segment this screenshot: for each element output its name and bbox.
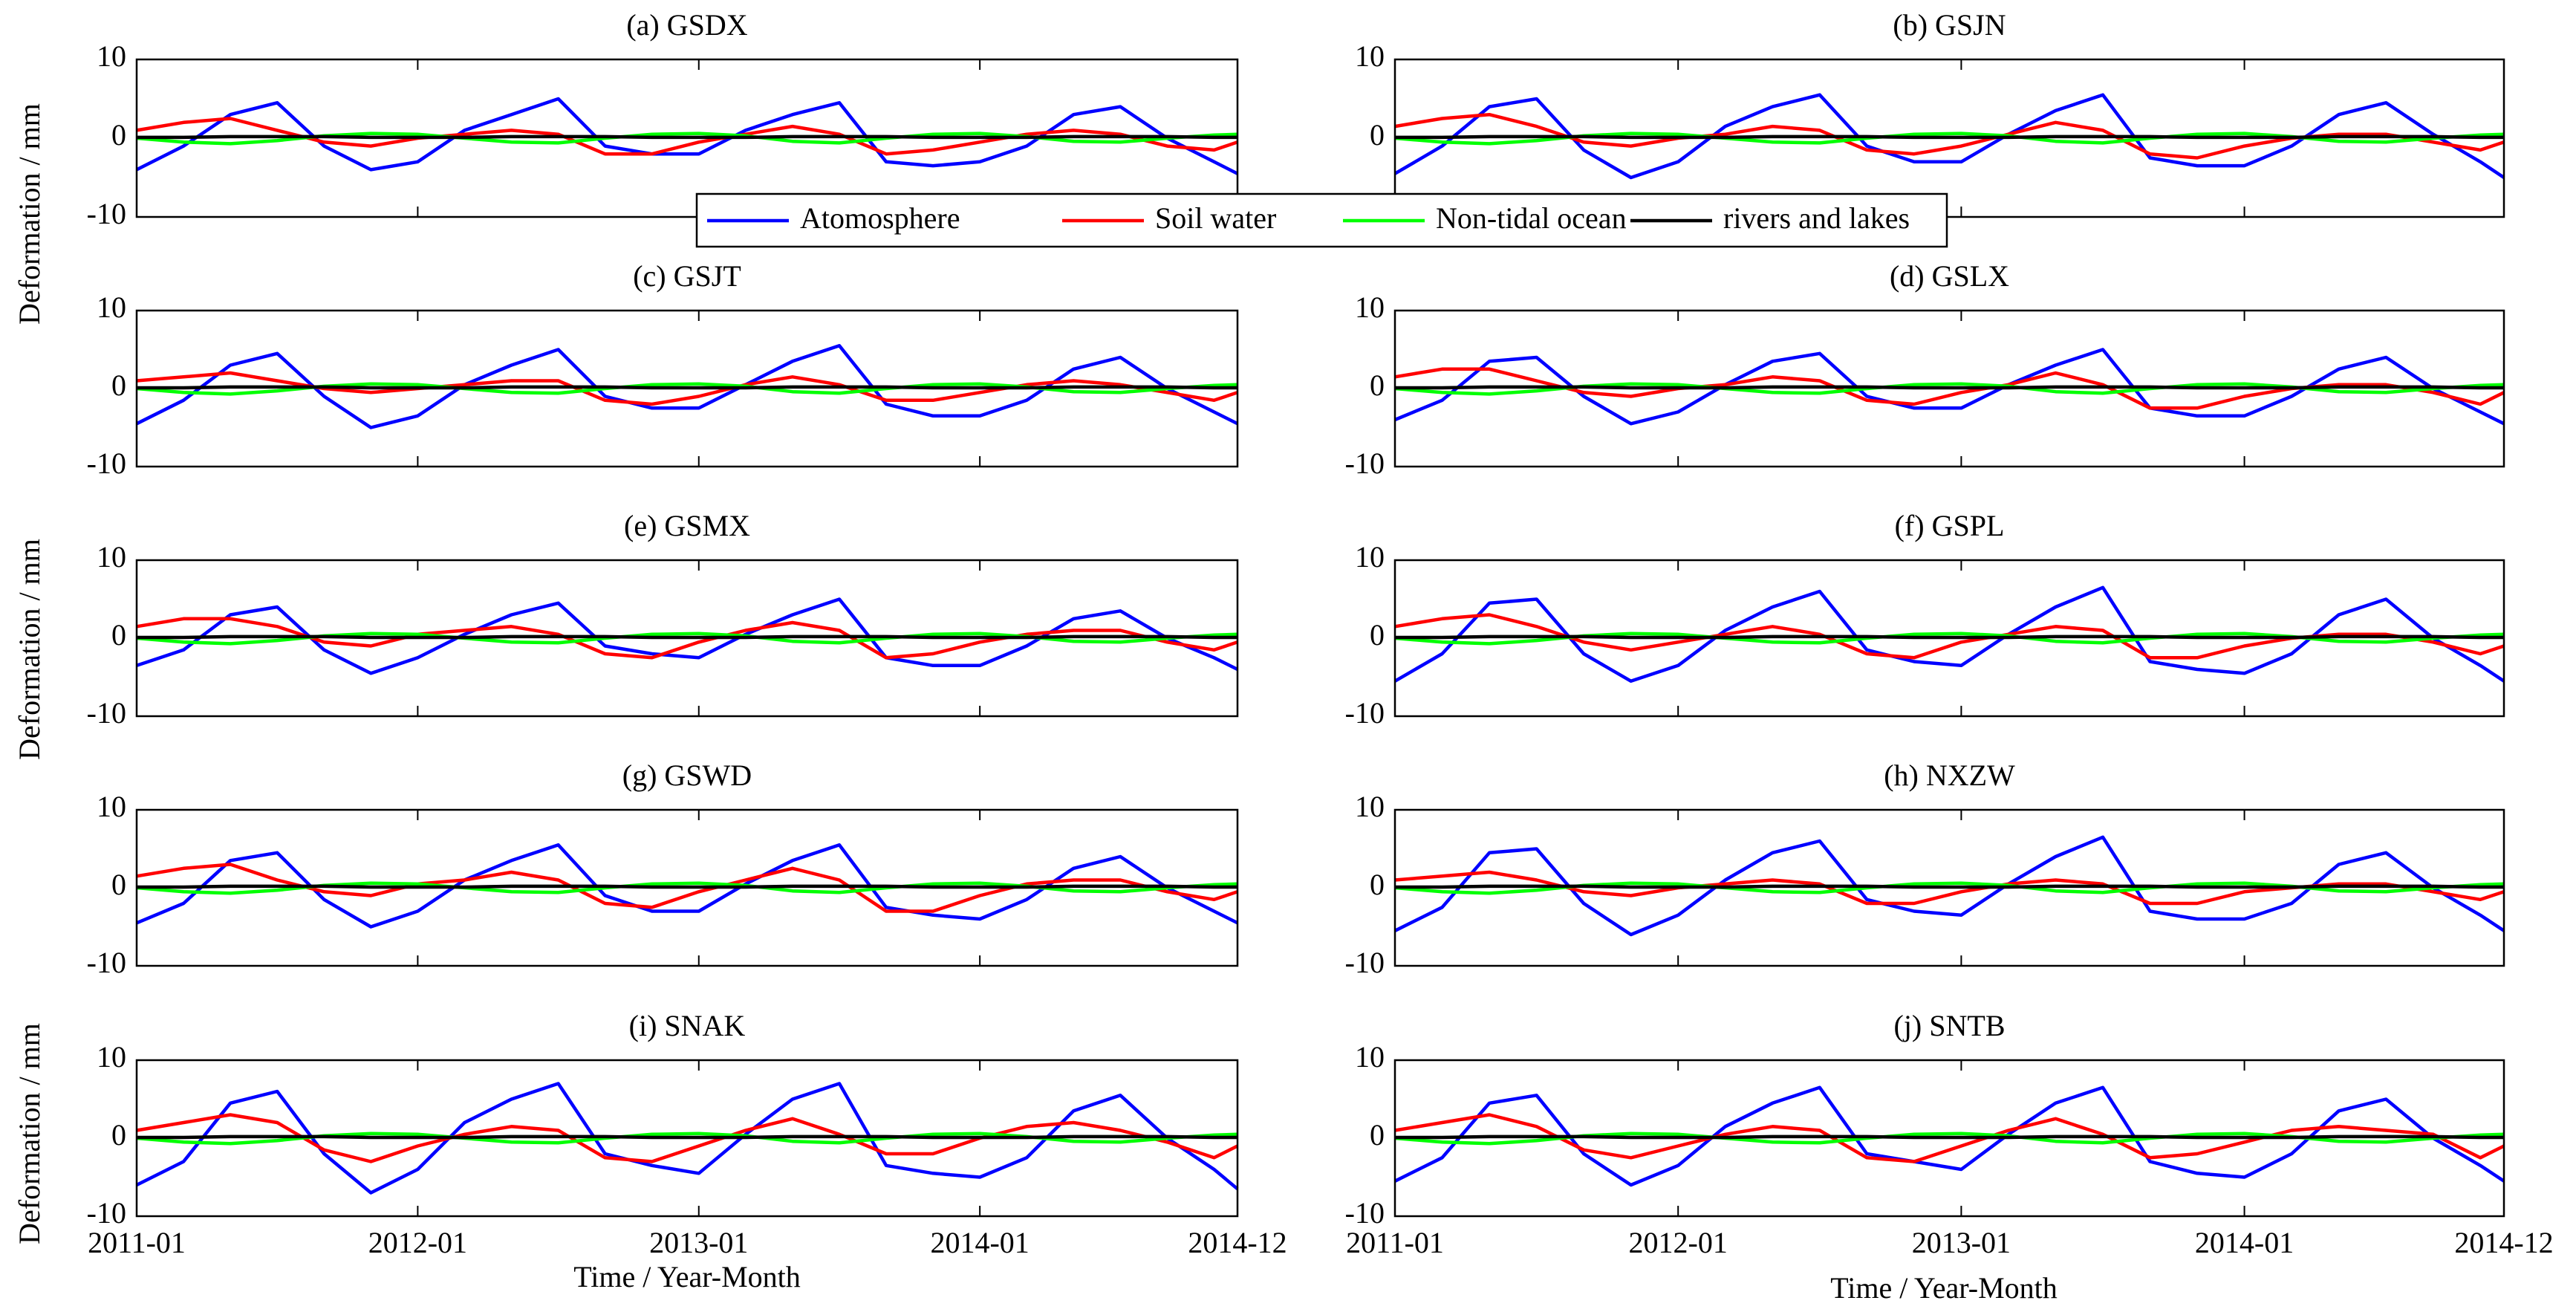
series-line bbox=[1394, 348, 2505, 426]
series-line bbox=[1394, 1113, 2505, 1163]
plot-frame bbox=[135, 559, 1239, 718]
y-tick-label: -10 bbox=[87, 447, 126, 480]
x-axis-label: Time / Year-Month bbox=[573, 1260, 801, 1293]
x-tick-label: 2014-12 bbox=[2454, 1226, 2553, 1259]
series-line bbox=[1395, 385, 2504, 390]
plot-frame bbox=[135, 808, 1239, 967]
y-tick-label: -10 bbox=[1345, 696, 1385, 730]
series-line bbox=[136, 617, 1238, 660]
series-line bbox=[137, 385, 1237, 390]
y-axis-label: Deformation / mm bbox=[13, 539, 46, 760]
series-line bbox=[135, 1082, 1239, 1195]
panel-title: (e) GSMX bbox=[624, 509, 750, 542]
panel-title: (j) SNTB bbox=[1894, 1009, 2006, 1042]
series-line bbox=[136, 1113, 1239, 1163]
y-tick-label: 10 bbox=[97, 790, 126, 823]
series-line bbox=[1394, 367, 2505, 410]
x-tick-label: 2014-01 bbox=[2195, 1226, 2294, 1259]
x-tick-label: 2012-01 bbox=[1629, 1226, 1728, 1259]
panel-title: (h) NXZW bbox=[1884, 759, 2015, 792]
plot-frame bbox=[1393, 309, 2505, 468]
legend-label: Non-tidal ocean bbox=[1436, 201, 1627, 235]
y-tick-label: 10 bbox=[97, 290, 126, 324]
y-tick-label: -10 bbox=[87, 197, 126, 230]
series-line bbox=[137, 884, 1237, 889]
legend-label: rivers and lakes bbox=[1723, 201, 1910, 235]
y-tick-label: 10 bbox=[1355, 39, 1385, 73]
legend: Atomosphere Soil water Non-tidal ocean rive… bbox=[695, 192, 1948, 248]
y-tick-label: 0 bbox=[1370, 368, 1385, 402]
x-tick-label: 2011-01 bbox=[88, 1226, 186, 1259]
y-tick-label: 0 bbox=[111, 368, 126, 402]
y-axis-label: Deformation / mm bbox=[13, 103, 46, 325]
y-tick-label: 0 bbox=[1370, 118, 1385, 152]
x-tick-label: 2011-01 bbox=[1346, 1226, 1444, 1259]
legend-label: Atomosphere bbox=[800, 201, 960, 235]
plot-frame bbox=[1393, 559, 2505, 718]
y-tick-label: 0 bbox=[1370, 1118, 1385, 1152]
plot-frame bbox=[135, 309, 1239, 468]
series-line bbox=[1395, 884, 2504, 889]
x-axis-label: Time / Year-Month bbox=[1830, 1271, 2058, 1305]
series-line bbox=[136, 117, 1238, 156]
y-tick-label: 0 bbox=[111, 618, 126, 652]
panel-title: (i) SNAK bbox=[629, 1009, 746, 1042]
series-line bbox=[136, 597, 1239, 675]
legend-box bbox=[695, 192, 1948, 248]
y-tick-label: 10 bbox=[97, 1040, 126, 1074]
y-tick-label: 0 bbox=[111, 1118, 126, 1152]
plot-frame bbox=[135, 1059, 1239, 1218]
y-tick-label: -10 bbox=[87, 1196, 126, 1230]
y-tick-label: 10 bbox=[97, 540, 126, 574]
y-axis-label: Deformation / mm bbox=[13, 1023, 46, 1244]
series-line bbox=[1394, 835, 2505, 937]
y-tick-label: -10 bbox=[1345, 1196, 1385, 1230]
series-line bbox=[136, 863, 1238, 913]
x-tick-label: 2014-12 bbox=[1188, 1226, 1287, 1259]
x-tick-label: 2013-01 bbox=[1912, 1226, 2011, 1259]
y-tick-label: 10 bbox=[97, 39, 126, 73]
y-tick-label: 10 bbox=[1355, 1040, 1385, 1074]
plot-frame bbox=[135, 58, 1239, 218]
series-line bbox=[136, 843, 1239, 929]
y-tick-label: 10 bbox=[1355, 290, 1385, 324]
y-tick-label: 10 bbox=[1355, 790, 1385, 823]
y-tick-label: -10 bbox=[87, 696, 126, 730]
y-tick-label: -10 bbox=[1345, 447, 1385, 480]
panel-title: (g) GSWD bbox=[622, 759, 752, 792]
panel-title: (d) GSLX bbox=[1890, 259, 2009, 293]
series-line bbox=[135, 344, 1239, 429]
plot-frame bbox=[1393, 1059, 2505, 1218]
series-line bbox=[1394, 1085, 2505, 1187]
panel-title: (a) GSDX bbox=[626, 8, 747, 42]
series-line bbox=[1393, 585, 2505, 684]
y-tick-label: 0 bbox=[1370, 868, 1385, 901]
x-tick-label: 2012-01 bbox=[368, 1226, 467, 1259]
series-line bbox=[135, 97, 1239, 175]
panel-title: (c) GSJT bbox=[633, 259, 741, 293]
panel-title: (b) GSJN bbox=[1893, 8, 2006, 42]
series-line bbox=[1394, 613, 2505, 660]
y-tick-label: -10 bbox=[87, 946, 126, 979]
plot-frame bbox=[1393, 58, 2505, 218]
y-tick-label: 0 bbox=[111, 868, 126, 901]
plot-frame bbox=[1393, 808, 2505, 967]
series-line bbox=[1394, 112, 2505, 160]
y-tick-label: -10 bbox=[1345, 946, 1385, 979]
legend-label: Soil water bbox=[1155, 201, 1276, 235]
y-tick-label: 0 bbox=[1370, 618, 1385, 652]
series-line bbox=[1393, 93, 2505, 180]
x-tick-label: 2014-01 bbox=[930, 1226, 1029, 1259]
panel-title: (f) GSPL bbox=[1895, 509, 2005, 542]
y-tick-label: 10 bbox=[1355, 540, 1385, 574]
x-tick-label: 2013-01 bbox=[649, 1226, 748, 1259]
y-tick-label: 0 bbox=[111, 118, 126, 152]
series-line bbox=[1394, 870, 2505, 906]
